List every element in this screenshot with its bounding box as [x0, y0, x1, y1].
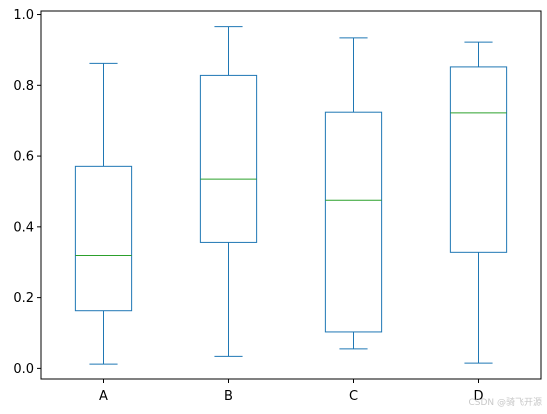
y-tick-label: 0.0	[13, 362, 34, 377]
box-c	[324, 37, 383, 350]
x-axis: A B C D	[99, 379, 484, 404]
y-tick-label: 0.4	[13, 220, 34, 235]
x-tick-label: C	[349, 389, 358, 404]
y-tick-label: 1.0	[13, 8, 34, 23]
box-iqr	[324, 111, 383, 333]
box-iqr	[74, 165, 133, 312]
box-d	[449, 41, 508, 364]
plot-area-frame	[40, 10, 542, 380]
box-b	[199, 26, 258, 357]
y-tick-label: 0.2	[13, 291, 34, 306]
y-tick-label: 0.6	[13, 150, 34, 165]
x-tick-label: B	[224, 389, 233, 404]
y-axis: 0.0 0.2 0.4 0.6 0.8 1.0	[13, 8, 41, 377]
box-a	[74, 62, 133, 365]
box-iqr	[449, 66, 508, 253]
box-iqr	[199, 74, 258, 243]
x-tick-label: D	[473, 389, 483, 404]
boxes-group	[74, 26, 508, 365]
x-tick-label: A	[99, 389, 108, 404]
y-tick-label: 0.8	[13, 79, 34, 94]
watermark: CSDN @骑飞开源	[468, 396, 542, 408]
